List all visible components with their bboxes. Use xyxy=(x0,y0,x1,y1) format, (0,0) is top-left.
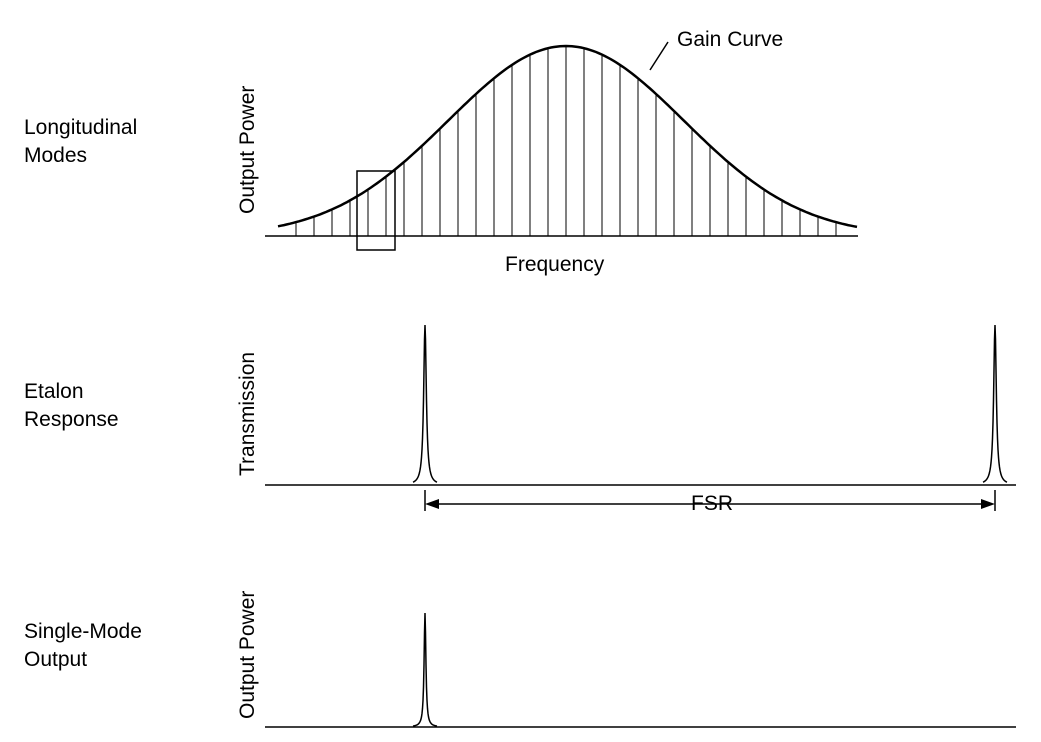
fsr-arrow-head-right xyxy=(981,499,995,509)
longitudinal-modes-panel xyxy=(265,41,858,251)
longitudinal-modes-label-line1: Longitudinal xyxy=(24,116,138,139)
longitudinal-modes-label: Longitudinal Modes xyxy=(24,114,137,170)
single-mode-peak xyxy=(412,612,438,727)
etalon-response-label: Etalon Response xyxy=(24,378,119,434)
single-mode-output-label: Single-Mode Output xyxy=(24,618,142,674)
single-mode-output-label-line2: Output xyxy=(24,648,88,671)
etalon-peak-left xyxy=(412,324,438,483)
mode-lines xyxy=(295,46,837,236)
gain-curve xyxy=(277,44,858,229)
frequency-xlabel: Frequency xyxy=(505,253,605,276)
single-mode-output-panel xyxy=(265,612,1016,728)
fsr-arrow-head-left xyxy=(425,499,439,509)
etalon-peak-right xyxy=(982,324,1008,483)
highlight-box xyxy=(356,170,396,251)
gain-curve-label: Gain Curve xyxy=(677,28,784,51)
gain-curve-leader xyxy=(649,41,669,71)
single-mode-output-label-line1: Single-Mode xyxy=(24,620,142,643)
longitudinal-modes-label-line2: Modes xyxy=(24,144,88,167)
etalon-response-label-line1: Etalon xyxy=(24,380,84,403)
etalon-response-panel xyxy=(265,324,1016,511)
etalon-response-label-line2: Response xyxy=(24,408,119,431)
